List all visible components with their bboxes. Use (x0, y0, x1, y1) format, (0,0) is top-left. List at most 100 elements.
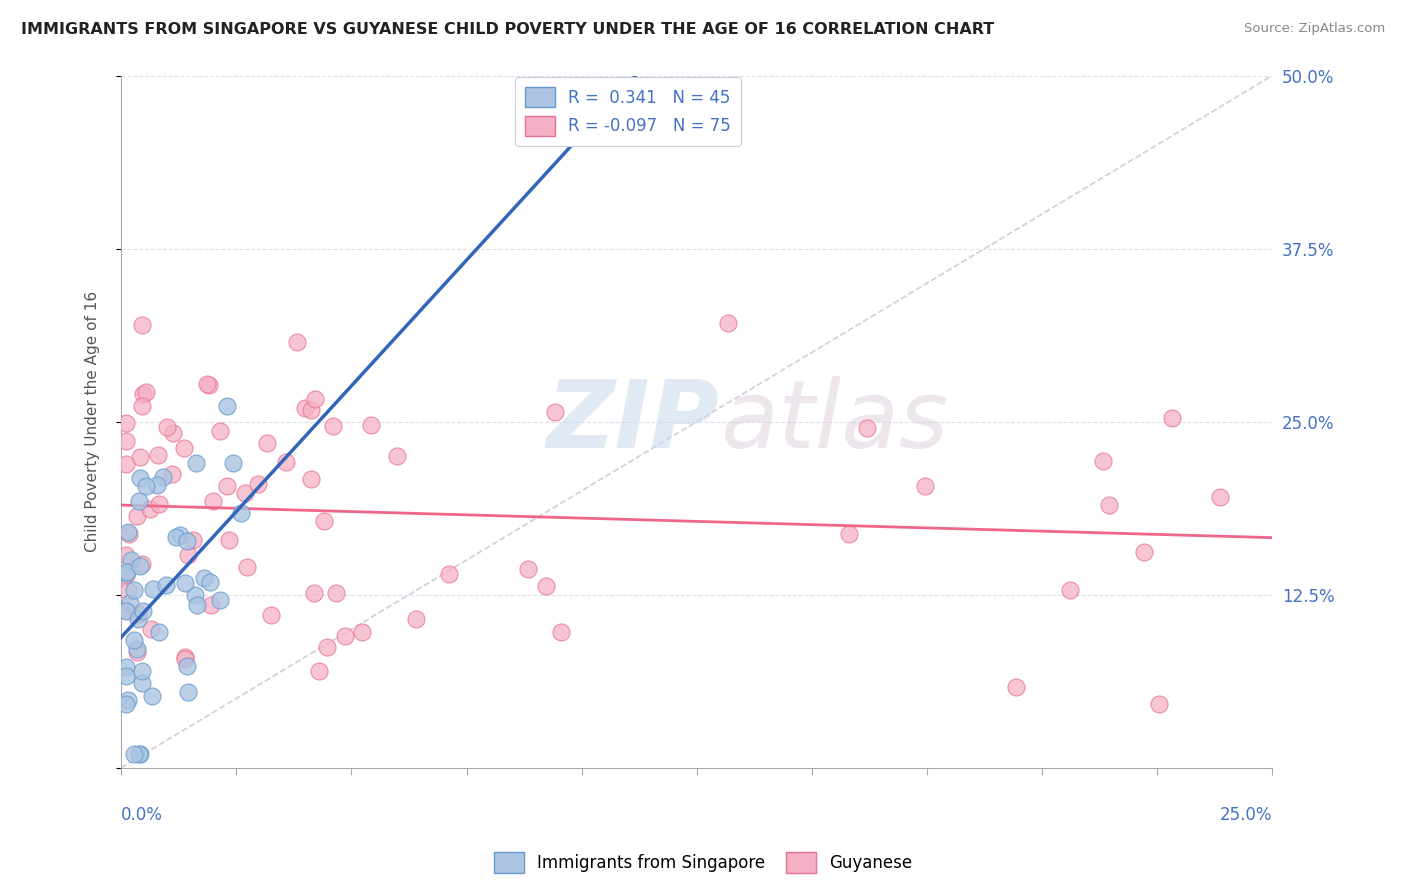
Point (1098, 498, 1121, 512)
Point (125, 641, 148, 656)
Point (176, 685, 198, 699)
Point (181, 533, 204, 548)
Point (131, 318, 153, 332)
Point (131, 399, 153, 413)
Point (114, 660, 136, 674)
Y-axis label: Child Poverty Under the Age of 16: Child Poverty Under the Age of 16 (86, 291, 100, 552)
Point (256, 435, 278, 450)
Point (141, 689, 163, 703)
Point (322, 419, 344, 434)
Point (247, 477, 270, 491)
Point (127, 645, 149, 659)
Point (122, 747, 145, 761)
Point (308, 664, 330, 678)
Point (173, 576, 195, 591)
Point (184, 588, 207, 602)
Point (200, 598, 222, 612)
Point (299, 472, 322, 486)
Point (117, 693, 139, 707)
Point (197, 378, 219, 392)
Point (131, 557, 153, 571)
Point (132, 604, 155, 618)
Point (122, 582, 145, 597)
Point (127, 612, 149, 626)
Point (516, 562, 538, 576)
Point (176, 533, 198, 548)
Point (856, 420, 879, 434)
Point (186, 456, 208, 470)
Point (117, 584, 139, 599)
Point (145, 478, 167, 492)
Text: atlas: atlas (720, 376, 948, 467)
Point (536, 579, 558, 593)
Point (215, 399, 238, 413)
Point (299, 403, 322, 417)
Point (260, 607, 283, 622)
Point (1147, 697, 1170, 711)
Point (176, 658, 198, 673)
Point (1208, 490, 1230, 504)
Point (302, 585, 325, 599)
Point (128, 494, 150, 508)
Point (114, 548, 136, 562)
Point (236, 560, 259, 574)
Point (114, 457, 136, 471)
Point (155, 577, 177, 591)
Point (139, 502, 162, 516)
Point (114, 416, 136, 430)
Point (174, 649, 197, 664)
Point (125, 509, 148, 524)
Point (128, 450, 150, 464)
Point (128, 558, 150, 573)
Point (177, 548, 200, 562)
Point (135, 384, 157, 399)
Point (141, 582, 163, 596)
Point (1059, 582, 1081, 597)
Point (195, 376, 218, 391)
Point (169, 528, 191, 542)
Point (405, 612, 427, 626)
Point (544, 405, 567, 419)
Text: Source: ZipAtlas.com: Source: ZipAtlas.com (1244, 22, 1385, 36)
Point (124, 632, 146, 647)
Point (131, 664, 153, 678)
Point (550, 625, 572, 640)
Legend: Immigrants from Singapore, Guyanese: Immigrants from Singapore, Guyanese (488, 846, 918, 880)
Point (115, 434, 138, 448)
Point (717, 316, 740, 330)
Point (174, 651, 197, 665)
Point (131, 386, 153, 401)
Point (218, 533, 240, 547)
Point (173, 441, 195, 455)
Point (914, 479, 936, 493)
Point (118, 526, 141, 541)
Text: IMMIGRANTS FROM SINGAPORE VS GUYANESE CHILD POVERTY UNDER THE AGE OF 16 CORRELAT: IMMIGRANTS FROM SINGAPORE VS GUYANESE CH… (21, 22, 994, 37)
Point (1160, 411, 1182, 425)
Point (135, 478, 157, 492)
Point (198, 574, 221, 589)
Point (114, 566, 136, 580)
Point (114, 604, 136, 618)
Point (114, 568, 136, 582)
Point (360, 418, 382, 433)
Point (156, 419, 179, 434)
Point (141, 622, 163, 636)
Point (162, 425, 184, 440)
Point (127, 607, 149, 621)
Point (117, 565, 139, 579)
Point (193, 571, 215, 585)
Point (208, 424, 231, 438)
Point (128, 747, 150, 761)
Text: ZIP: ZIP (547, 376, 720, 467)
Point (114, 698, 136, 712)
Point (304, 392, 326, 407)
Text: 25.0%: 25.0% (1220, 805, 1272, 824)
Point (120, 553, 142, 567)
Point (274, 455, 297, 469)
Point (838, 527, 860, 541)
Point (437, 566, 460, 581)
Point (146, 448, 169, 462)
Point (1005, 680, 1028, 694)
Point (129, 747, 152, 761)
Point (201, 494, 224, 508)
